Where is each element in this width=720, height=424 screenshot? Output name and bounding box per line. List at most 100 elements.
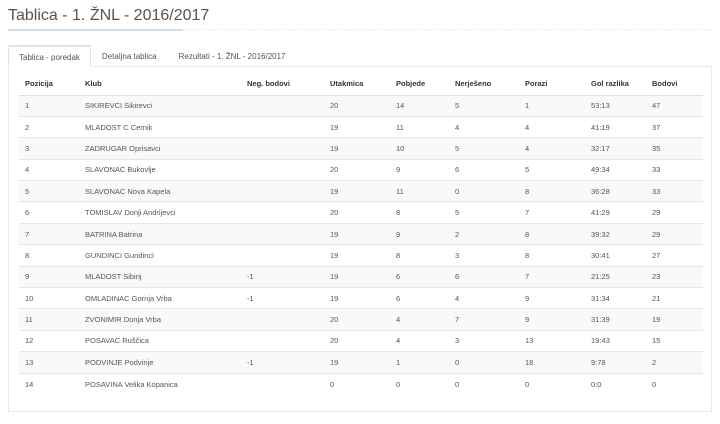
table-row: 12 POSAVAC Ruščica 20 4 3 13 19:43 15 (19, 329, 703, 352)
cell-draws: 3 (449, 244, 519, 267)
cell-played: 19 (324, 115, 390, 138)
table-row: 6 TOMISLAV Donji Andrijevci 20 8 5 7 41:29 29 (19, 201, 703, 224)
column-header-club[interactable]: Klub (79, 73, 241, 96)
cell-points: 23 (646, 265, 703, 288)
cell-draws: 0 (449, 351, 519, 374)
cell-points: 29 (646, 222, 703, 245)
cell-wins: 9 (390, 158, 449, 181)
cell-position: 8 (19, 244, 79, 267)
cell-losses: 18 (519, 351, 585, 374)
table-row: 10 OMLADINAC Gornja Vrba -1 19 6 4 9 31:34 21 (19, 287, 703, 309)
cell-position: 1 (19, 94, 79, 117)
tab-rezultati[interactable]: Rezultati - 1. ŽNL - 2016/2017 (178, 52, 286, 61)
cell-draws: 2 (449, 222, 519, 245)
cell-goal-difference: 19:43 (585, 329, 646, 352)
cell-negative-points (241, 180, 324, 202)
column-header-draws[interactable]: Nerješeno (449, 73, 519, 96)
cell-losses: 8 (519, 222, 585, 245)
cell-negative-points (241, 158, 324, 181)
column-header-position[interactable]: Pozicija (19, 73, 79, 96)
cell-draws: 3 (449, 329, 519, 352)
cell-goal-difference: 41:19 (585, 115, 646, 138)
table-row: 1 SIKIREVCI Sikirevci 20 14 5 1 53:13 47 (19, 94, 703, 117)
cell-goal-difference: 49:34 (585, 158, 646, 181)
cell-losses: 9 (519, 287, 585, 309)
standings-table: Pozicija Klub Neg. bodovi Utakmica Pobjede Ne… (19, 73, 703, 395)
cell-wins: 0 (390, 372, 449, 395)
cell-club: POSAVINA Velika Kopanica (79, 372, 241, 395)
cell-goal-difference: 30:41 (585, 244, 646, 267)
cell-position: 11 (19, 308, 79, 331)
cell-played: 0 (324, 372, 390, 395)
cell-wins: 9 (390, 222, 449, 245)
cell-draws: 0 (449, 372, 519, 395)
cell-losses: 8 (519, 180, 585, 202)
cell-draws: 0 (449, 180, 519, 202)
cell-wins: 11 (390, 115, 449, 138)
title-divider (8, 29, 712, 30)
cell-position: 7 (19, 222, 79, 245)
cell-club: ZVONIMIR Donja Vrba (79, 308, 241, 331)
column-header-negative-points[interactable]: Neg. bodovi (241, 73, 324, 96)
table-row: 2 MLADOST C Cernik 19 11 4 4 41:19 37 (19, 115, 703, 138)
cell-points: 33 (646, 158, 703, 181)
cell-draws: 6 (449, 265, 519, 288)
cell-club: SIKIREVCI Sikirevci (79, 94, 241, 117)
cell-played: 20 (324, 201, 390, 224)
column-header-points[interactable]: Bodovi (646, 73, 703, 96)
cell-points: 37 (646, 115, 703, 138)
table-row: 5 SLAVONAC Nova Kapela 19 11 0 8 36:28 33 (19, 180, 703, 202)
cell-draws: 4 (449, 287, 519, 309)
cell-position: 12 (19, 329, 79, 352)
cell-played: 19 (324, 287, 390, 309)
cell-club: SLAVONAC Bukovlje (79, 158, 241, 181)
cell-losses: 7 (519, 265, 585, 288)
cell-position: 2 (19, 115, 79, 138)
table-row: 8 GUNDINCI Gundinci 19 8 3 8 30:41 27 (19, 244, 703, 267)
column-header-losses[interactable]: Porazi (519, 73, 585, 96)
table-row: 3 ZADRUGAR Oprisavci 19 10 5 4 32:17 35 (19, 137, 703, 160)
cell-goal-difference: 9:78 (585, 351, 646, 374)
cell-points: 2 (646, 351, 703, 374)
cell-negative-points: -1 (241, 287, 324, 309)
cell-losses: 0 (519, 372, 585, 395)
cell-negative-points (241, 372, 324, 395)
cell-losses: 7 (519, 201, 585, 224)
cell-negative-points: -1 (241, 351, 324, 374)
cell-club: MLADOST Sibinj (79, 265, 241, 288)
cell-played: 19 (324, 222, 390, 245)
cell-goal-difference: 36:28 (585, 180, 646, 202)
cell-position: 13 (19, 351, 79, 374)
table-row: 13 PODVINJE Podvinje -1 19 1 0 18 9:78 2 (19, 351, 703, 374)
cell-points: 47 (646, 94, 703, 117)
cell-position: 10 (19, 287, 79, 309)
cell-draws: 6 (449, 158, 519, 181)
tab-detaljna-tablica[interactable]: Detaljna tablica (101, 52, 157, 61)
cell-position: 5 (19, 180, 79, 202)
tab-tablica-poredak[interactable]: Tablica - poredak (8, 45, 91, 67)
table-row: 9 MLADOST Sibinj -1 19 6 6 7 21:25 23 (19, 265, 703, 288)
cell-negative-points: -1 (241, 265, 324, 288)
cell-wins: 1 (390, 351, 449, 374)
cell-club: SLAVONAC Nova Kapela (79, 180, 241, 202)
table-row: 7 BATRINA Batrina 19 9 2 8 39:32 29 (19, 222, 703, 245)
cell-club: BATRINA Batrina (79, 222, 241, 245)
cell-draws: 4 (449, 115, 519, 138)
table-row: 4 SLAVONAC Bukovlje 20 9 6 5 49:34 33 (19, 158, 703, 181)
column-header-goal-difference[interactable]: Gol razlika (585, 73, 646, 96)
cell-position: 9 (19, 265, 79, 288)
column-header-wins[interactable]: Pobjede (390, 73, 449, 96)
cell-wins: 4 (390, 308, 449, 331)
cell-played: 20 (324, 329, 390, 352)
cell-losses: 13 (519, 329, 585, 352)
cell-losses: 1 (519, 94, 585, 117)
cell-wins: 6 (390, 287, 449, 309)
table-row: 11 ZVONIMIR Donja Vrba 20 4 7 9 31:39 19 (19, 308, 703, 331)
cell-goal-difference: 31:34 (585, 287, 646, 309)
cell-played: 19 (324, 137, 390, 160)
cell-played: 19 (324, 180, 390, 202)
cell-draws: 7 (449, 308, 519, 331)
column-header-played[interactable]: Utakmica (324, 73, 390, 96)
cell-club: POSAVAC Ruščica (79, 329, 241, 352)
cell-played: 20 (324, 158, 390, 181)
